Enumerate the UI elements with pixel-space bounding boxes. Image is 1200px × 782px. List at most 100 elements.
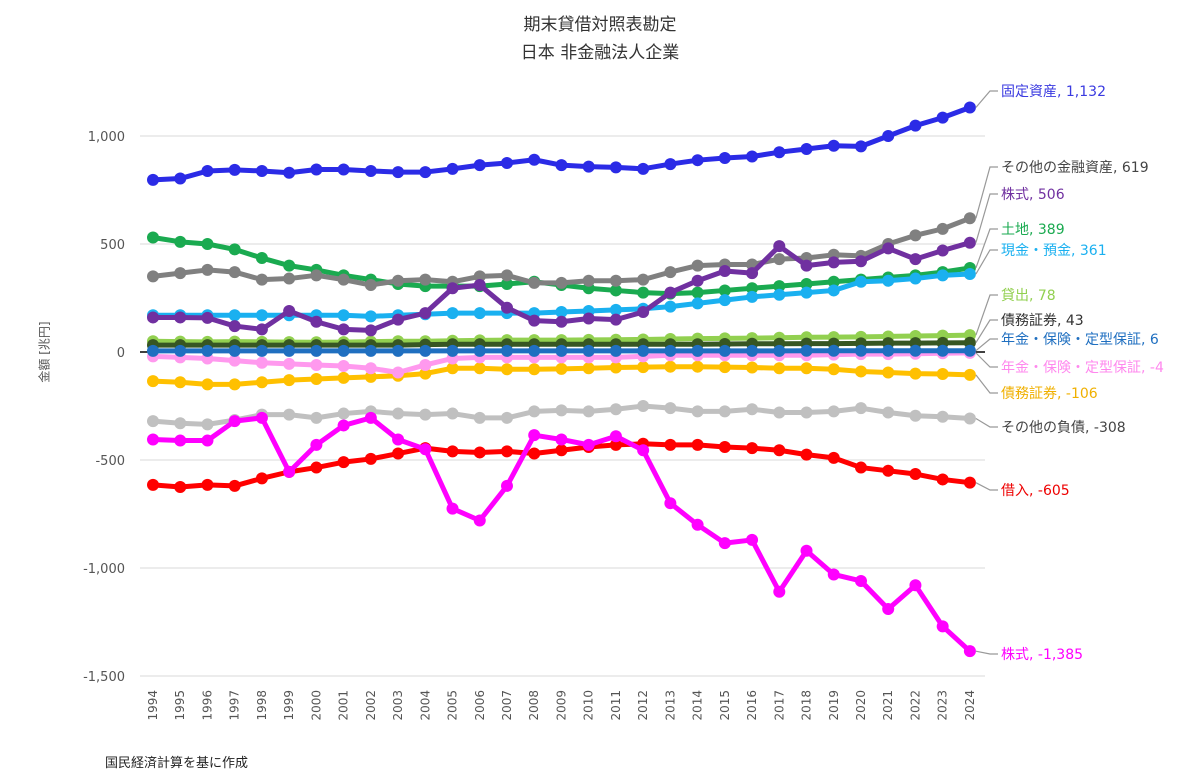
data-point bbox=[746, 150, 759, 163]
leader-line bbox=[975, 482, 998, 491]
data-point bbox=[718, 361, 731, 374]
data-point bbox=[609, 344, 622, 357]
data-point bbox=[718, 405, 731, 418]
data-point bbox=[691, 274, 704, 287]
data-point bbox=[337, 273, 350, 286]
data-point bbox=[637, 273, 650, 286]
data-point bbox=[963, 368, 976, 381]
data-point bbox=[228, 354, 241, 367]
data-point bbox=[664, 158, 677, 171]
data-point bbox=[446, 162, 459, 175]
data-point bbox=[310, 461, 323, 474]
data-point bbox=[963, 412, 976, 425]
data-point bbox=[310, 315, 323, 328]
data-point bbox=[827, 405, 840, 418]
data-point bbox=[201, 434, 214, 447]
data-point bbox=[773, 406, 786, 419]
data-point bbox=[555, 444, 568, 457]
data-point bbox=[364, 164, 377, 177]
data-point bbox=[555, 404, 568, 417]
data-point bbox=[147, 270, 159, 283]
data-point bbox=[854, 461, 867, 474]
data-point bbox=[582, 438, 595, 451]
data-point bbox=[800, 259, 813, 272]
x-tick-label: 1998 bbox=[255, 690, 269, 721]
data-point bbox=[528, 153, 541, 166]
data-point bbox=[637, 444, 650, 457]
data-point bbox=[201, 263, 214, 276]
x-tick-label: 1995 bbox=[173, 690, 187, 721]
data-point bbox=[528, 405, 541, 418]
data-point bbox=[174, 376, 187, 389]
x-tick-label: 1997 bbox=[228, 690, 242, 721]
data-point bbox=[528, 314, 541, 327]
data-point bbox=[500, 269, 513, 282]
data-point bbox=[446, 502, 459, 515]
data-point bbox=[473, 446, 486, 459]
x-tick-label: 2018 bbox=[800, 690, 814, 721]
data-point bbox=[854, 344, 867, 357]
data-point bbox=[283, 304, 296, 317]
data-point bbox=[609, 403, 622, 416]
data-point bbox=[201, 164, 214, 177]
data-point bbox=[419, 408, 432, 421]
leader-line bbox=[975, 319, 998, 344]
data-point bbox=[582, 274, 595, 287]
x-tick-label: 2005 bbox=[446, 690, 460, 721]
data-point bbox=[718, 265, 731, 277]
data-point bbox=[854, 402, 867, 415]
data-point bbox=[500, 344, 513, 357]
data-point bbox=[746, 290, 759, 303]
data-point bbox=[419, 166, 432, 179]
data-point bbox=[201, 238, 214, 250]
data-point bbox=[255, 411, 268, 424]
data-point bbox=[800, 142, 813, 155]
data-point bbox=[909, 119, 922, 132]
data-point bbox=[473, 344, 486, 357]
data-point bbox=[936, 244, 949, 257]
data-point bbox=[255, 309, 268, 322]
data-point bbox=[337, 360, 350, 373]
data-point bbox=[827, 256, 840, 269]
data-point bbox=[746, 442, 759, 455]
leader-line bbox=[975, 193, 998, 243]
data-point bbox=[419, 367, 432, 380]
data-point bbox=[364, 279, 377, 292]
data-point bbox=[882, 603, 895, 616]
data-point bbox=[310, 344, 323, 357]
data-point bbox=[310, 358, 323, 371]
data-point bbox=[936, 111, 949, 124]
data-point bbox=[882, 344, 895, 357]
data-point bbox=[201, 478, 214, 491]
data-point bbox=[691, 518, 704, 531]
data-point bbox=[392, 313, 405, 326]
data-point bbox=[364, 344, 377, 357]
data-point bbox=[528, 429, 541, 442]
data-point bbox=[718, 344, 731, 357]
data-point bbox=[228, 378, 241, 391]
leader-line bbox=[975, 338, 998, 352]
data-point bbox=[582, 344, 595, 357]
data-point bbox=[473, 307, 486, 320]
data-point bbox=[664, 497, 677, 510]
data-point bbox=[310, 411, 323, 424]
y-tick-label: 1,000 bbox=[88, 130, 125, 145]
data-point bbox=[800, 277, 813, 290]
data-point bbox=[609, 313, 622, 326]
data-point bbox=[746, 533, 759, 546]
data-point bbox=[637, 344, 650, 357]
data-point bbox=[609, 438, 622, 451]
data-point bbox=[392, 366, 405, 379]
data-point bbox=[228, 320, 241, 333]
data-point bbox=[528, 276, 541, 289]
data-point bbox=[773, 280, 786, 293]
data-point bbox=[773, 362, 786, 375]
data-point bbox=[255, 252, 268, 265]
x-tick-label: 2022 bbox=[908, 690, 922, 721]
series-end-label: 債務証券, -106 bbox=[1001, 386, 1098, 402]
data-point bbox=[746, 344, 759, 357]
data-point bbox=[637, 286, 650, 299]
data-point bbox=[936, 620, 949, 633]
data-point bbox=[419, 443, 432, 456]
data-point bbox=[637, 306, 650, 319]
